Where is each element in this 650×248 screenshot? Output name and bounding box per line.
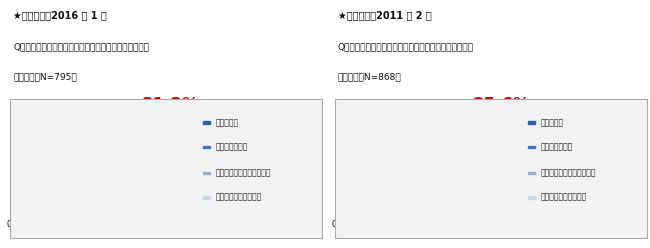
Bar bbox=[193, 128, 200, 192]
Bar bbox=[338, 128, 388, 192]
Text: 27.3: 27.3 bbox=[155, 155, 179, 165]
Bar bbox=[142, 123, 200, 197]
Bar bbox=[388, 128, 477, 192]
Text: ★グラフ５　2016 年 1 月: ★グラフ５ 2016 年 1 月 bbox=[13, 10, 107, 20]
Text: ですか。（N=868）: ですか。（N=868） bbox=[338, 72, 402, 81]
Text: 22.4: 22.4 bbox=[486, 155, 510, 165]
Text: 正しかった: 正しかった bbox=[540, 118, 564, 127]
Text: 31.2%: 31.2% bbox=[142, 96, 200, 114]
Bar bbox=[13, 128, 54, 192]
Text: 25.6%: 25.6% bbox=[473, 96, 530, 114]
Text: 47.6: 47.6 bbox=[421, 155, 445, 165]
Text: 間違っている内容もあった: 間違っている内容もあった bbox=[540, 168, 595, 177]
Text: ★グラフ６　2011 年 2 月: ★グラフ６ 2011 年 2 月 bbox=[338, 10, 432, 20]
Bar bbox=[519, 128, 525, 192]
Bar bbox=[142, 128, 193, 192]
Text: ほぼ正しかった: ほぼ正しかった bbox=[215, 143, 248, 152]
Text: 全面的に間違っていた: 全面的に間違っていた bbox=[540, 193, 586, 202]
Bar bbox=[477, 123, 525, 197]
Text: 46.9: 46.9 bbox=[86, 155, 110, 165]
Text: ほぼ正しかった: ほぼ正しかった bbox=[540, 143, 573, 152]
Text: Q．あなたが、お子様に教えた鼻のかみ方は正しかった: Q．あなたが、お子様に教えた鼻のかみ方は正しかった bbox=[13, 42, 149, 51]
Text: 間違っている内容もあった: 間違っている内容もあった bbox=[215, 168, 270, 177]
Bar bbox=[477, 128, 519, 192]
Text: 21.9: 21.9 bbox=[21, 155, 46, 165]
Text: ですか。（N=795）: ですか。（N=795） bbox=[13, 72, 77, 81]
Text: 全面的に間違っていた: 全面的に間違っていた bbox=[215, 193, 261, 202]
Bar bbox=[54, 128, 142, 192]
Text: 26.8: 26.8 bbox=[351, 155, 375, 165]
Text: Q．あなたが、お子様に教えた鼻のかみ方は正しかった: Q．あなたが、お子様に教えた鼻のかみ方は正しかった bbox=[338, 42, 474, 51]
Text: 正しかった: 正しかった bbox=[215, 118, 239, 127]
